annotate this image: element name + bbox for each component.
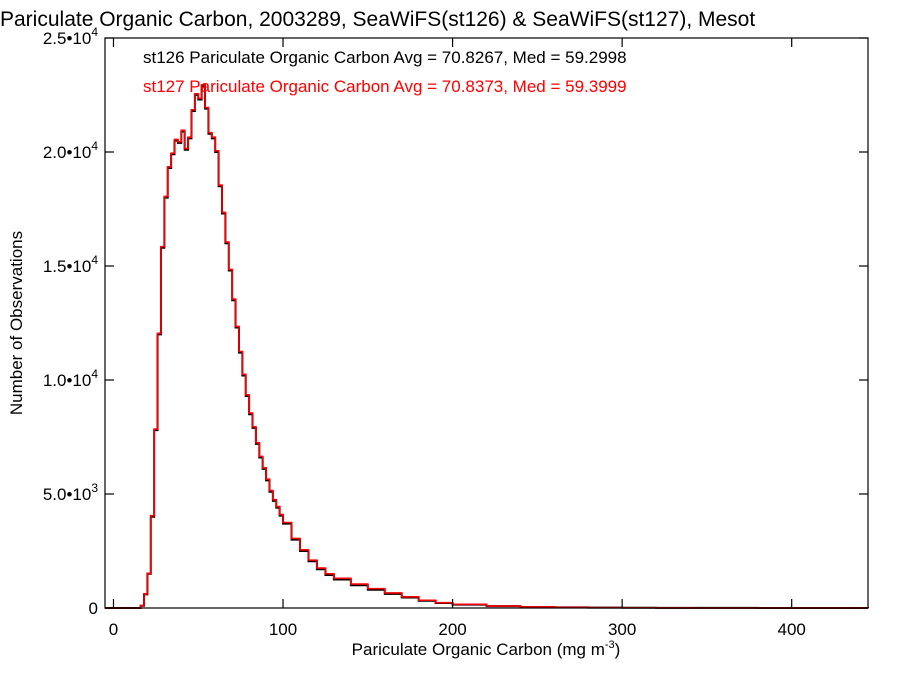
x-tick-label-300: 300 <box>608 620 636 639</box>
y-tick-mantissa: 2.0•10 <box>43 143 92 162</box>
x-axis-label-text: Pariculate Organic Carbon (mg m <box>352 640 605 659</box>
y-tick-exponent: 4 <box>91 25 98 39</box>
x-tick-label-200: 200 <box>438 620 466 639</box>
y-tick-mantissa: 5.0•10 <box>43 485 92 504</box>
y-tick-label-25000: 2.5•104 <box>43 25 99 48</box>
series-line-st126 <box>105 84 869 609</box>
x-tick-label-400: 400 <box>778 620 806 639</box>
legend-entry-st127: st127 Pariculate Organic Carbon Avg = 70… <box>143 77 627 96</box>
plot-frame <box>104 37 869 609</box>
x-tick-label-0: 0 <box>109 620 118 639</box>
series-layer <box>105 83 869 609</box>
chart-title: Pariculate Organic Carbon, 2003289, SeaW… <box>0 8 755 31</box>
ticks-layer: 0 100 200 300 40005.0•1031.0•1041.5•1042.0•1… <box>43 25 868 639</box>
y-tick-mantissa: 0 <box>89 599 98 618</box>
y-tick-exponent: 4 <box>91 367 98 381</box>
x-axis-label-superscript: -3 <box>605 639 615 651</box>
x-axis-label: Pariculate Organic Carbon (mg m-3) <box>352 639 621 659</box>
x-axis-label-suffix: ) <box>615 640 621 659</box>
x-tick-label-100: 100 <box>269 620 297 639</box>
y-tick-exponent: 4 <box>91 139 98 153</box>
y-tick-label-5000: 5.0•103 <box>43 481 99 504</box>
y-tick-exponent: 3 <box>91 481 98 495</box>
y-axis-label: Number of Observations <box>7 231 26 415</box>
y-tick-mantissa: 1.0•10 <box>43 371 92 390</box>
legend-entry-st126: st126 Pariculate Organic Carbon Avg = 70… <box>143 48 627 67</box>
y-tick-label-0: 0 <box>89 599 98 618</box>
y-tick-label-15000: 1.5•104 <box>43 253 99 276</box>
y-tick-label-10000: 1.0•104 <box>43 367 99 390</box>
y-tick-label-20000: 2.0•104 <box>43 139 99 162</box>
y-tick-mantissa: 1.5•10 <box>43 257 92 276</box>
y-tick-mantissa: 2.5•10 <box>43 29 92 48</box>
y-tick-exponent: 4 <box>91 253 98 267</box>
